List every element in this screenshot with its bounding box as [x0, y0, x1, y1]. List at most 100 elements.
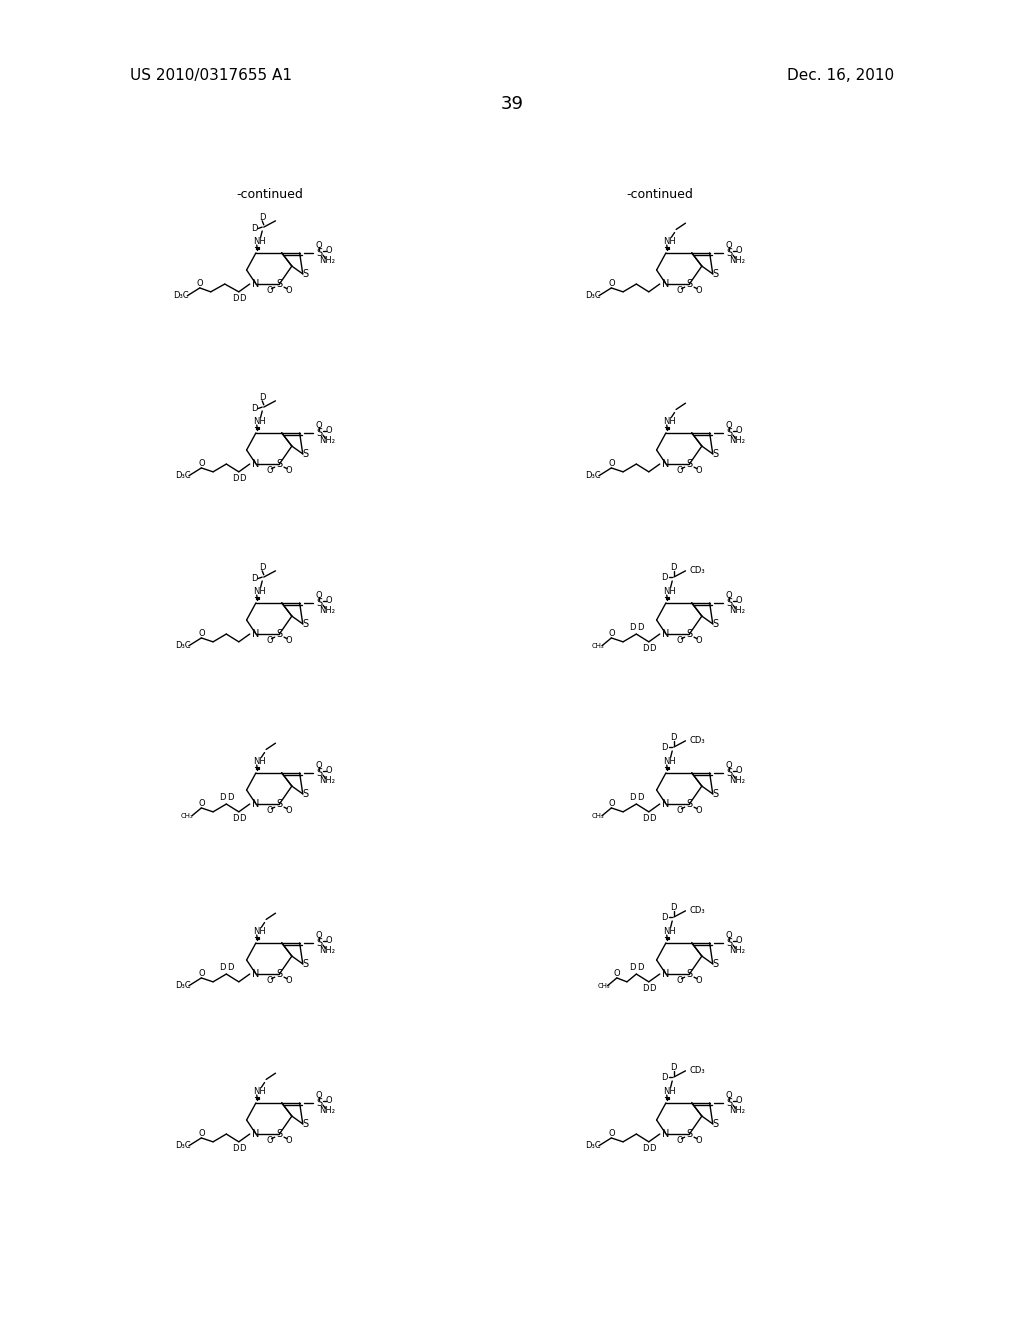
Text: S: S: [302, 449, 308, 459]
Text: D: D: [259, 393, 265, 403]
Text: CH₂: CH₂: [181, 813, 194, 818]
Text: S: S: [276, 1129, 283, 1139]
Text: S: S: [712, 789, 718, 799]
Text: O: O: [286, 466, 292, 475]
Text: N: N: [252, 969, 260, 979]
Text: NH: NH: [254, 1086, 266, 1096]
Text: O: O: [677, 466, 683, 475]
Text: D: D: [649, 983, 656, 993]
Text: NH₂: NH₂: [318, 946, 335, 956]
Text: NH₂: NH₂: [729, 436, 744, 445]
Text: D: D: [231, 293, 239, 302]
Text: D: D: [671, 1063, 677, 1072]
Text: NH: NH: [664, 927, 676, 936]
Text: N: N: [252, 459, 260, 469]
Text: O: O: [266, 1135, 273, 1144]
Text: NH₂: NH₂: [729, 1106, 744, 1115]
Text: O: O: [198, 969, 205, 978]
Text: O: O: [608, 279, 614, 288]
Text: NH: NH: [254, 417, 266, 425]
Text: D₃C: D₃C: [175, 642, 190, 651]
Text: NH: NH: [254, 236, 266, 246]
Text: S: S: [712, 449, 718, 459]
Text: D: D: [629, 623, 636, 632]
Text: D₃C: D₃C: [585, 471, 600, 480]
Text: O: O: [677, 636, 683, 644]
Text: O: O: [266, 805, 273, 814]
Text: NH: NH: [664, 1086, 676, 1096]
Text: D: D: [662, 912, 668, 921]
Text: O: O: [608, 628, 614, 638]
Text: D: D: [231, 474, 239, 483]
Text: O: O: [286, 1135, 292, 1144]
Text: S: S: [686, 969, 692, 979]
Text: S: S: [302, 958, 308, 969]
Text: D₃C: D₃C: [585, 292, 600, 300]
Text: S: S: [712, 958, 718, 969]
Text: O: O: [286, 636, 292, 644]
Text: D: D: [240, 813, 246, 822]
Text: NH₂: NH₂: [318, 776, 335, 785]
Text: N: N: [252, 279, 260, 289]
Text: S: S: [316, 428, 323, 438]
Text: N: N: [663, 279, 670, 289]
Text: S: S: [686, 799, 692, 809]
Text: D: D: [227, 964, 233, 973]
Text: O: O: [198, 459, 205, 467]
Text: O: O: [608, 459, 614, 467]
Text: O: O: [315, 1090, 323, 1100]
Text: O: O: [315, 760, 323, 770]
Text: S: S: [316, 598, 323, 607]
Text: D: D: [227, 793, 233, 803]
Text: O: O: [735, 1096, 741, 1105]
Text: CH₂: CH₂: [592, 813, 604, 818]
Text: S: S: [712, 1119, 718, 1129]
Text: S: S: [302, 269, 308, 279]
Text: NH: NH: [254, 756, 266, 766]
Text: D₃C: D₃C: [585, 1142, 600, 1150]
Text: NH₂: NH₂: [729, 946, 744, 956]
Text: O: O: [266, 286, 273, 294]
Text: NH₂: NH₂: [318, 606, 335, 615]
Text: S: S: [726, 1098, 732, 1107]
Text: CD₃: CD₃: [689, 1067, 705, 1076]
Text: D: D: [251, 224, 258, 234]
Text: O: O: [726, 240, 732, 249]
Text: S: S: [686, 279, 692, 289]
Text: D: D: [219, 793, 225, 803]
Text: O: O: [735, 766, 741, 775]
Text: D: D: [671, 903, 677, 912]
Text: S: S: [276, 279, 283, 289]
Text: D: D: [671, 564, 677, 573]
Text: CD₃: CD₃: [689, 907, 705, 915]
Text: O: O: [726, 1090, 732, 1100]
Text: CH₂: CH₂: [598, 982, 610, 989]
Text: S: S: [726, 937, 732, 948]
Text: N: N: [252, 1129, 260, 1139]
Text: S: S: [726, 598, 732, 607]
Text: O: O: [613, 969, 621, 978]
Text: D: D: [642, 813, 648, 822]
Text: D: D: [662, 743, 668, 751]
Text: N: N: [663, 799, 670, 809]
Text: S: S: [302, 1119, 308, 1129]
Text: D: D: [649, 813, 656, 822]
Text: O: O: [286, 805, 292, 814]
Text: D₃C: D₃C: [175, 471, 190, 480]
Text: D: D: [642, 1143, 648, 1152]
Text: S: S: [316, 768, 323, 777]
Text: O: O: [198, 628, 205, 638]
Text: D: D: [662, 1073, 668, 1081]
Text: O: O: [695, 286, 702, 294]
Text: O: O: [286, 286, 292, 294]
Text: NH: NH: [254, 586, 266, 595]
Text: NH₂: NH₂: [729, 776, 744, 785]
Text: D: D: [637, 623, 643, 632]
Text: D: D: [662, 573, 668, 582]
Text: CD₃: CD₃: [689, 566, 705, 576]
Text: N: N: [663, 969, 670, 979]
Text: O: O: [695, 805, 702, 814]
Text: N: N: [663, 459, 670, 469]
Text: O: O: [695, 636, 702, 644]
Text: O: O: [326, 766, 332, 775]
